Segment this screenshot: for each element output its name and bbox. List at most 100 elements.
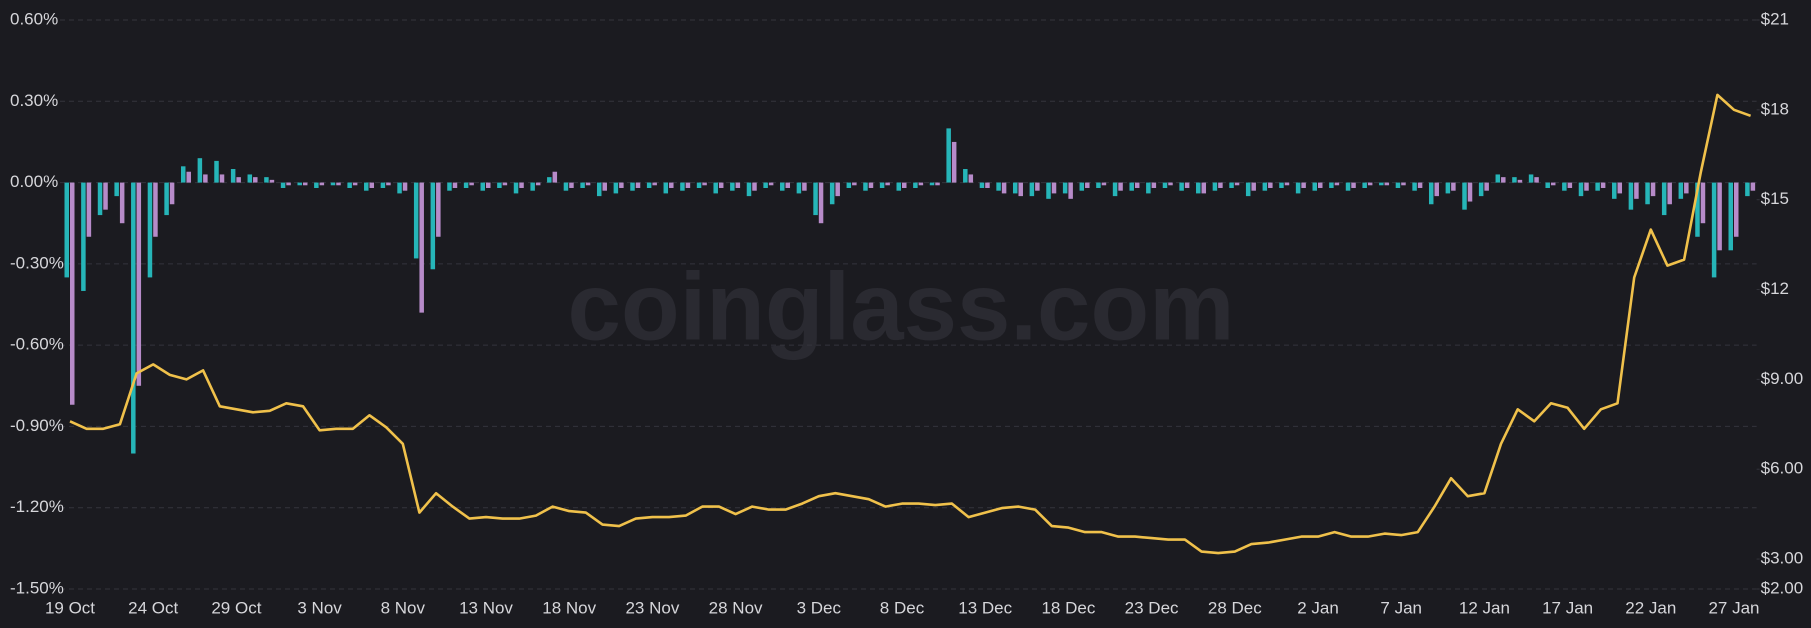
funding-bar — [330, 182, 336, 186]
funding-bar — [1517, 179, 1523, 183]
funding-bar — [319, 182, 325, 186]
y2-tick-label: $3.00 — [1761, 549, 1804, 568]
funding-bar — [1295, 182, 1301, 194]
funding-bar — [1661, 182, 1667, 216]
watermark: coinglass.com — [568, 253, 1235, 360]
funding-bar — [1512, 177, 1517, 183]
funding-bar — [1567, 182, 1573, 188]
funding-bar — [1412, 182, 1417, 191]
funding-bar — [469, 182, 474, 186]
funding-bar — [879, 182, 885, 188]
funding-bar — [1695, 182, 1700, 237]
funding-bar — [1268, 182, 1273, 188]
funding-bar — [280, 182, 286, 188]
funding-bar — [430, 182, 436, 270]
funding-bar — [1234, 182, 1240, 186]
y-tick-label: -0.60% — [10, 335, 64, 354]
funding-bar — [314, 182, 319, 188]
funding-bar — [1162, 182, 1168, 188]
funding-bar — [1151, 182, 1157, 188]
funding-bar — [585, 182, 591, 186]
funding-bar — [1379, 182, 1384, 186]
funding-bar — [264, 177, 269, 183]
funding-bar — [1129, 182, 1134, 191]
y-tick-label: 0.60% — [10, 9, 58, 28]
funding-bar — [1245, 182, 1251, 197]
funding-bar — [1501, 177, 1506, 183]
funding-bar — [1750, 182, 1756, 191]
y-tick-label: 0.30% — [10, 91, 58, 110]
funding-bar — [1628, 182, 1634, 210]
y-tick-label: -0.90% — [10, 416, 64, 435]
funding-bar — [1650, 182, 1656, 197]
funding-bar — [1218, 182, 1223, 188]
funding-bar — [1362, 182, 1367, 188]
funding-bar — [696, 182, 702, 188]
funding-bar — [1667, 182, 1672, 205]
funding-bar — [1745, 182, 1750, 197]
funding-bar — [902, 182, 907, 188]
y-tick-label: 0.00% — [10, 172, 58, 191]
funding-bar — [569, 182, 574, 188]
funding-bar — [1728, 182, 1733, 251]
y2-tick-label: $6.00 — [1761, 459, 1804, 478]
funding-bar — [752, 182, 757, 191]
funding-bar — [463, 182, 469, 188]
funding-bar — [247, 174, 253, 183]
funding-bar — [1645, 182, 1650, 205]
x-tick-label: 19 Oct — [45, 598, 95, 617]
funding-bar — [1179, 182, 1184, 191]
funding-bar — [219, 174, 225, 183]
y2-tick-label: $2.00 — [1761, 578, 1804, 597]
funding-bar — [669, 182, 674, 188]
funding-bar — [269, 179, 275, 183]
funding-bar — [1467, 182, 1473, 202]
funding-bar — [64, 182, 69, 278]
funding-bar — [286, 182, 291, 186]
funding-bar — [979, 182, 985, 188]
funding-bar — [1462, 182, 1467, 210]
funding-bar — [619, 182, 624, 188]
funding-bar — [1201, 182, 1207, 194]
funding-bar — [1001, 182, 1007, 194]
x-tick-label: 18 Nov — [542, 598, 596, 617]
funding-bar — [1367, 182, 1373, 186]
funding-bar — [652, 182, 657, 186]
funding-bar — [230, 169, 236, 183]
x-tick-label: 27 Jan — [1708, 598, 1759, 617]
funding-bar — [447, 182, 452, 191]
x-tick-label: 24 Oct — [128, 598, 178, 617]
funding-bar — [1550, 182, 1556, 186]
funding-bar — [1284, 182, 1290, 186]
funding-bar — [968, 174, 974, 183]
x-tick-label: 3 Dec — [797, 598, 842, 617]
funding-bar — [253, 177, 258, 183]
funding-bar — [436, 182, 441, 237]
funding-bar — [547, 177, 552, 183]
x-tick-label: 12 Jan — [1459, 598, 1510, 617]
x-tick-label: 22 Jan — [1625, 598, 1676, 617]
funding-bar — [868, 182, 874, 188]
x-tick-label: 8 Nov — [381, 598, 426, 617]
funding-bar — [513, 182, 519, 194]
funding-bar — [486, 182, 491, 188]
funding-bar — [1684, 182, 1689, 194]
funding-bar — [918, 182, 924, 186]
funding-bar — [1334, 182, 1340, 186]
funding-bar — [502, 182, 508, 186]
funding-bar — [1478, 182, 1484, 197]
funding-bar — [1428, 182, 1434, 205]
funding-bar — [1196, 182, 1201, 194]
funding-bar — [1118, 182, 1123, 191]
x-tick-label: 13 Dec — [958, 598, 1012, 617]
funding-bar — [402, 182, 408, 191]
funding-bar — [1734, 182, 1739, 237]
funding-bar — [70, 182, 75, 405]
funding-bar — [419, 182, 424, 313]
funding-bar — [846, 182, 852, 188]
funding-bar — [180, 166, 186, 183]
funding-bar — [81, 182, 86, 291]
funding-bar — [796, 182, 802, 194]
funding-bar — [1046, 182, 1051, 199]
